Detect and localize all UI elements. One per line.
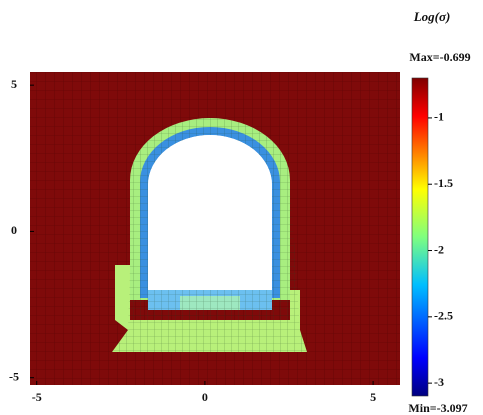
colorbar	[411, 77, 429, 397]
colorbar-tick-label: -2.5	[434, 309, 453, 323]
colorbar-tick-label: -2	[434, 242, 444, 256]
colorbar-tick-label: -3	[434, 375, 444, 389]
x-tick-label: 0	[202, 390, 208, 404]
max-label: Max=-0.699	[409, 50, 470, 64]
x-tick-label: -5	[32, 390, 42, 404]
contour-field	[30, 72, 400, 385]
x-tick-label: 5	[370, 390, 376, 404]
colorbar-tick-label: -1.5	[434, 176, 453, 190]
colorbar-title: Log(σ)	[413, 9, 451, 24]
min-label: Min=-3.097	[408, 401, 467, 415]
colorbar-tick-label: -1	[434, 110, 444, 124]
y-tick-label: 0	[11, 223, 17, 237]
y-tick-label: -5	[9, 369, 19, 383]
y-tick-label: 5	[11, 77, 17, 91]
